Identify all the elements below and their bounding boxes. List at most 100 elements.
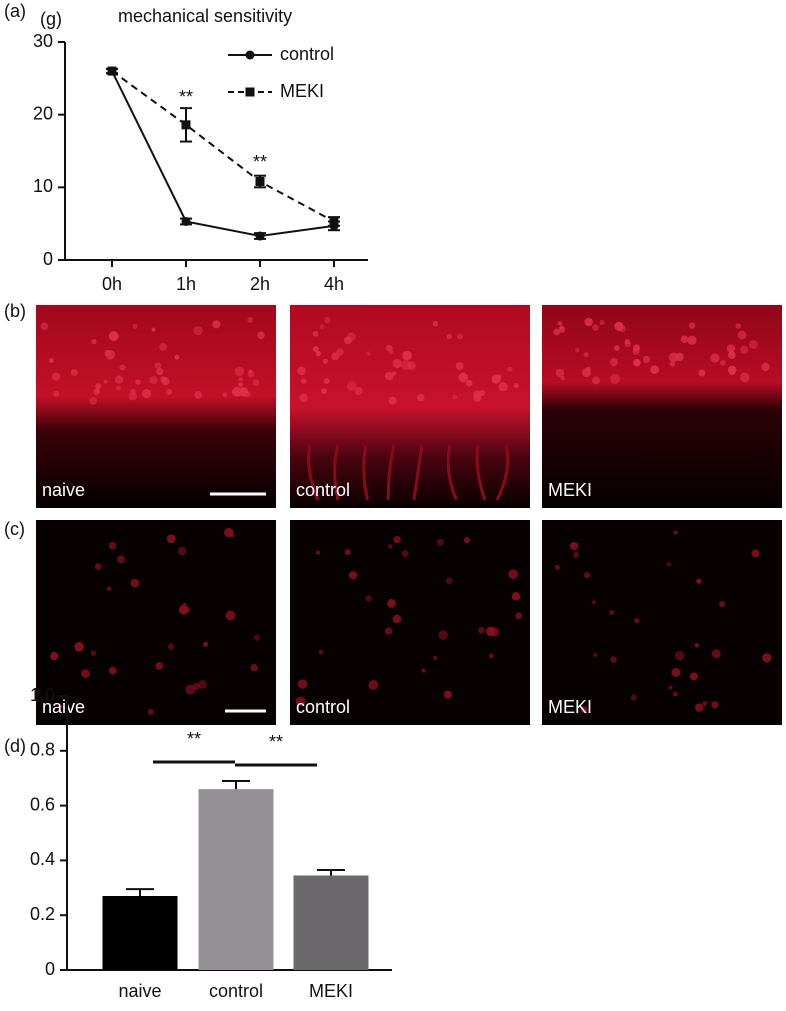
- cell-nucleus: [761, 362, 770, 372]
- cell-nucleus: [737, 330, 747, 340]
- cell-nucleus: [680, 335, 689, 343]
- cell-nucleus: [324, 316, 331, 324]
- point: [255, 231, 265, 241]
- cell-nucleus: [319, 324, 325, 329]
- cell-nucleus: [91, 338, 97, 345]
- x-tick-label: control: [209, 981, 263, 1001]
- cell-nucleus: [130, 388, 136, 395]
- cell-nucleus: [402, 350, 412, 361]
- cell-nucleus: [254, 634, 260, 641]
- cell-nucleus: [156, 367, 164, 376]
- cell-nucleus: [463, 537, 471, 544]
- cell-nucleus: [344, 549, 351, 556]
- cell-nucleus: [247, 317, 254, 323]
- cell-nucleus: [151, 327, 156, 332]
- cell-nucleus: [695, 703, 704, 712]
- cell-nucleus: [554, 564, 560, 570]
- fiber: [362, 444, 369, 501]
- cell-nucleus: [443, 690, 452, 699]
- fiber: [446, 444, 458, 501]
- cell-nucleus: [739, 372, 750, 383]
- cell-nucleus: [297, 366, 307, 376]
- legend-label: control: [280, 44, 334, 64]
- cell-nucleus: [130, 578, 140, 588]
- cell-nucleus: [478, 626, 485, 634]
- image-label: MEKI: [548, 697, 592, 717]
- cell-nucleus: [666, 561, 672, 567]
- cell-nucleus: [609, 610, 615, 616]
- cell-nucleus: [592, 324, 599, 331]
- cell-nucleus: [575, 347, 580, 353]
- cell-nucleus: [458, 373, 467, 381]
- cell-nucleus: [392, 358, 402, 369]
- image-label: control: [296, 697, 350, 717]
- cell-nucleus: [672, 691, 678, 697]
- cell-nucleus: [570, 543, 575, 548]
- x-tick-label: MEKI: [309, 981, 353, 1001]
- cell-nucleus: [108, 541, 117, 550]
- cell-nucleus: [132, 323, 138, 329]
- cell-nucleus: [115, 385, 121, 391]
- cell-nucleus: [592, 376, 600, 385]
- cell-nucleus: [580, 706, 588, 714]
- cell-nucleus: [128, 392, 137, 401]
- cell-nucleus: [515, 612, 522, 620]
- micrograph: [542, 520, 782, 725]
- cell-nucleus: [488, 653, 494, 659]
- cell-nucleus: [365, 595, 372, 602]
- cell-nucleus: [135, 379, 141, 385]
- cell-nucleus: [203, 641, 209, 647]
- cell-nucleus: [555, 368, 565, 378]
- image-label: naive: [42, 697, 85, 717]
- cell-nucleus: [511, 592, 521, 601]
- cell-nucleus: [231, 386, 242, 397]
- cell-nucleus: [592, 653, 598, 658]
- cell-nucleus: [94, 563, 102, 570]
- cell-nucleus: [452, 394, 458, 400]
- cell-nucleus: [297, 679, 308, 689]
- x-tick-label: naive: [118, 981, 161, 1001]
- cell-nucleus: [751, 549, 760, 558]
- y-axis-label: (g): [40, 9, 62, 29]
- significance: **: [179, 87, 193, 107]
- cell-nucleus: [185, 684, 196, 695]
- cell-nucleus: [749, 340, 758, 349]
- cell-nucleus: [40, 322, 49, 331]
- cell-nucleus: [103, 379, 108, 384]
- cell-nucleus: [81, 669, 90, 679]
- cell-nucleus: [315, 350, 322, 357]
- cell-nucleus: [178, 605, 189, 615]
- cell-nucleus: [312, 331, 319, 337]
- cell-nucleus: [368, 680, 379, 690]
- legend-marker: [245, 87, 255, 97]
- cell-nucleus: [166, 534, 176, 544]
- cell-nucleus: [583, 352, 589, 358]
- cell-nucleus: [177, 546, 187, 556]
- point: [255, 177, 265, 187]
- cell-nucleus: [614, 321, 624, 331]
- cell-nucleus: [632, 348, 640, 356]
- cell-nucleus: [719, 601, 726, 608]
- cell-nucleus: [93, 388, 100, 395]
- cell-nucleus: [384, 627, 393, 635]
- image-label: naive: [42, 480, 85, 500]
- cell-nucleus: [727, 351, 736, 360]
- micrograph: [36, 520, 276, 725]
- cell-nucleus: [401, 550, 409, 558]
- cell-nucleus: [457, 333, 463, 340]
- point: [181, 120, 191, 130]
- cell-nucleus: [295, 696, 306, 707]
- cell-nucleus: [610, 373, 621, 384]
- cell-nucleus: [114, 375, 124, 384]
- cell-nucleus: [149, 376, 158, 385]
- cell-nucleus: [650, 365, 659, 375]
- cell-nucleus: [161, 377, 170, 386]
- cell-nucleus: [729, 370, 735, 376]
- cell-nucleus: [726, 344, 736, 353]
- y-tick-label: 1.0: [30, 685, 55, 705]
- cell-nucleus: [154, 362, 162, 369]
- cell-nucleus: [90, 650, 97, 657]
- bar: [198, 789, 274, 970]
- cell-nucleus: [446, 333, 452, 340]
- cell-nucleus: [698, 369, 706, 377]
